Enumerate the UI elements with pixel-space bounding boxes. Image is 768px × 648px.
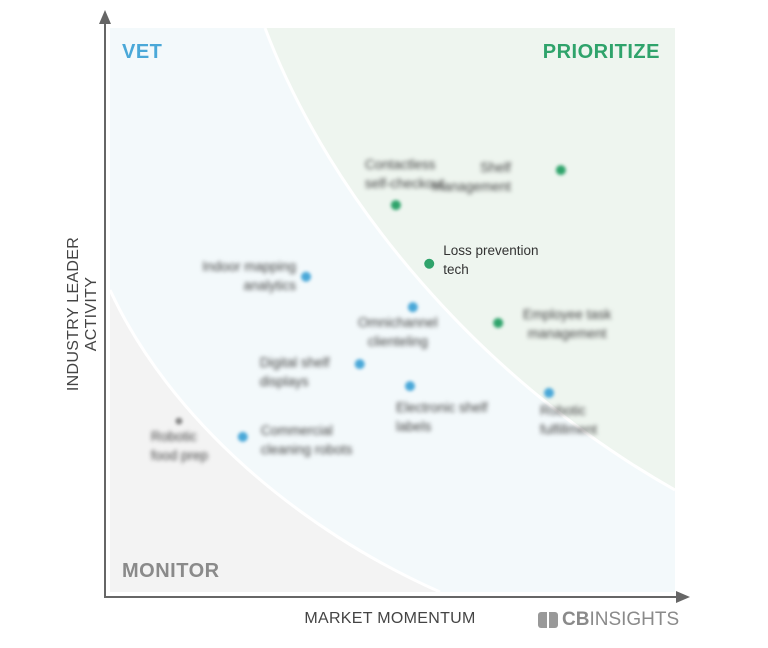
- logo-bold-text: CB: [562, 609, 590, 630]
- cb-insights-logo: CB INSIGHTS: [538, 609, 679, 631]
- data-point-label: Digital shelf displays: [259, 355, 330, 390]
- logo-light-text: INSIGHTS: [589, 609, 680, 630]
- data-point: [237, 431, 248, 442]
- prioritize-region: [265, 28, 675, 490]
- data-point: [555, 165, 566, 176]
- quadrant-label-prioritize: PRIORITIZE: [542, 41, 660, 63]
- monitor-region: [110, 290, 440, 592]
- y-axis-arrow: [99, 10, 111, 24]
- data-point-label: Indoor mapping analytics: [202, 258, 297, 293]
- data-point: [354, 359, 365, 370]
- data-point: [493, 317, 504, 328]
- data-point-label: Robotic fulfillment: [540, 402, 598, 437]
- monitor-boundary: [108, 289, 441, 594]
- quadrant-label-monitor: MONITOR: [122, 560, 220, 582]
- data-point: [405, 381, 416, 392]
- x-axis-title: MARKET MOMENTUM: [304, 610, 476, 627]
- data-point: [390, 200, 401, 211]
- data-point: [175, 417, 183, 425]
- x-axis-arrow: [676, 591, 690, 603]
- data-point-label: Omnichannel clienteling: [358, 315, 438, 350]
- data-point-label: Loss prevention tech: [443, 242, 539, 277]
- data-point: [544, 387, 555, 398]
- data-point-label: Electronic shelf labels: [396, 400, 488, 435]
- quadrant-label-vet: VET: [122, 41, 163, 63]
- data-point: [424, 258, 435, 269]
- cb-insights-logo-icon: [538, 612, 558, 628]
- data-point: [407, 302, 418, 313]
- data-point-label: Contactless self-checkout: [364, 157, 445, 192]
- data-point-label: Robotic food prep: [150, 429, 208, 464]
- data-point: [301, 271, 312, 282]
- data-point-label: Employee task management: [522, 306, 612, 341]
- prioritize-boundary: [263, 27, 676, 492]
- data-point-label: Shelf management: [432, 160, 511, 195]
- data-point-label: Commercial cleaning robots: [260, 422, 353, 457]
- y-axis-title: INDUSTRY LEADER ACTIVITY: [65, 236, 100, 392]
